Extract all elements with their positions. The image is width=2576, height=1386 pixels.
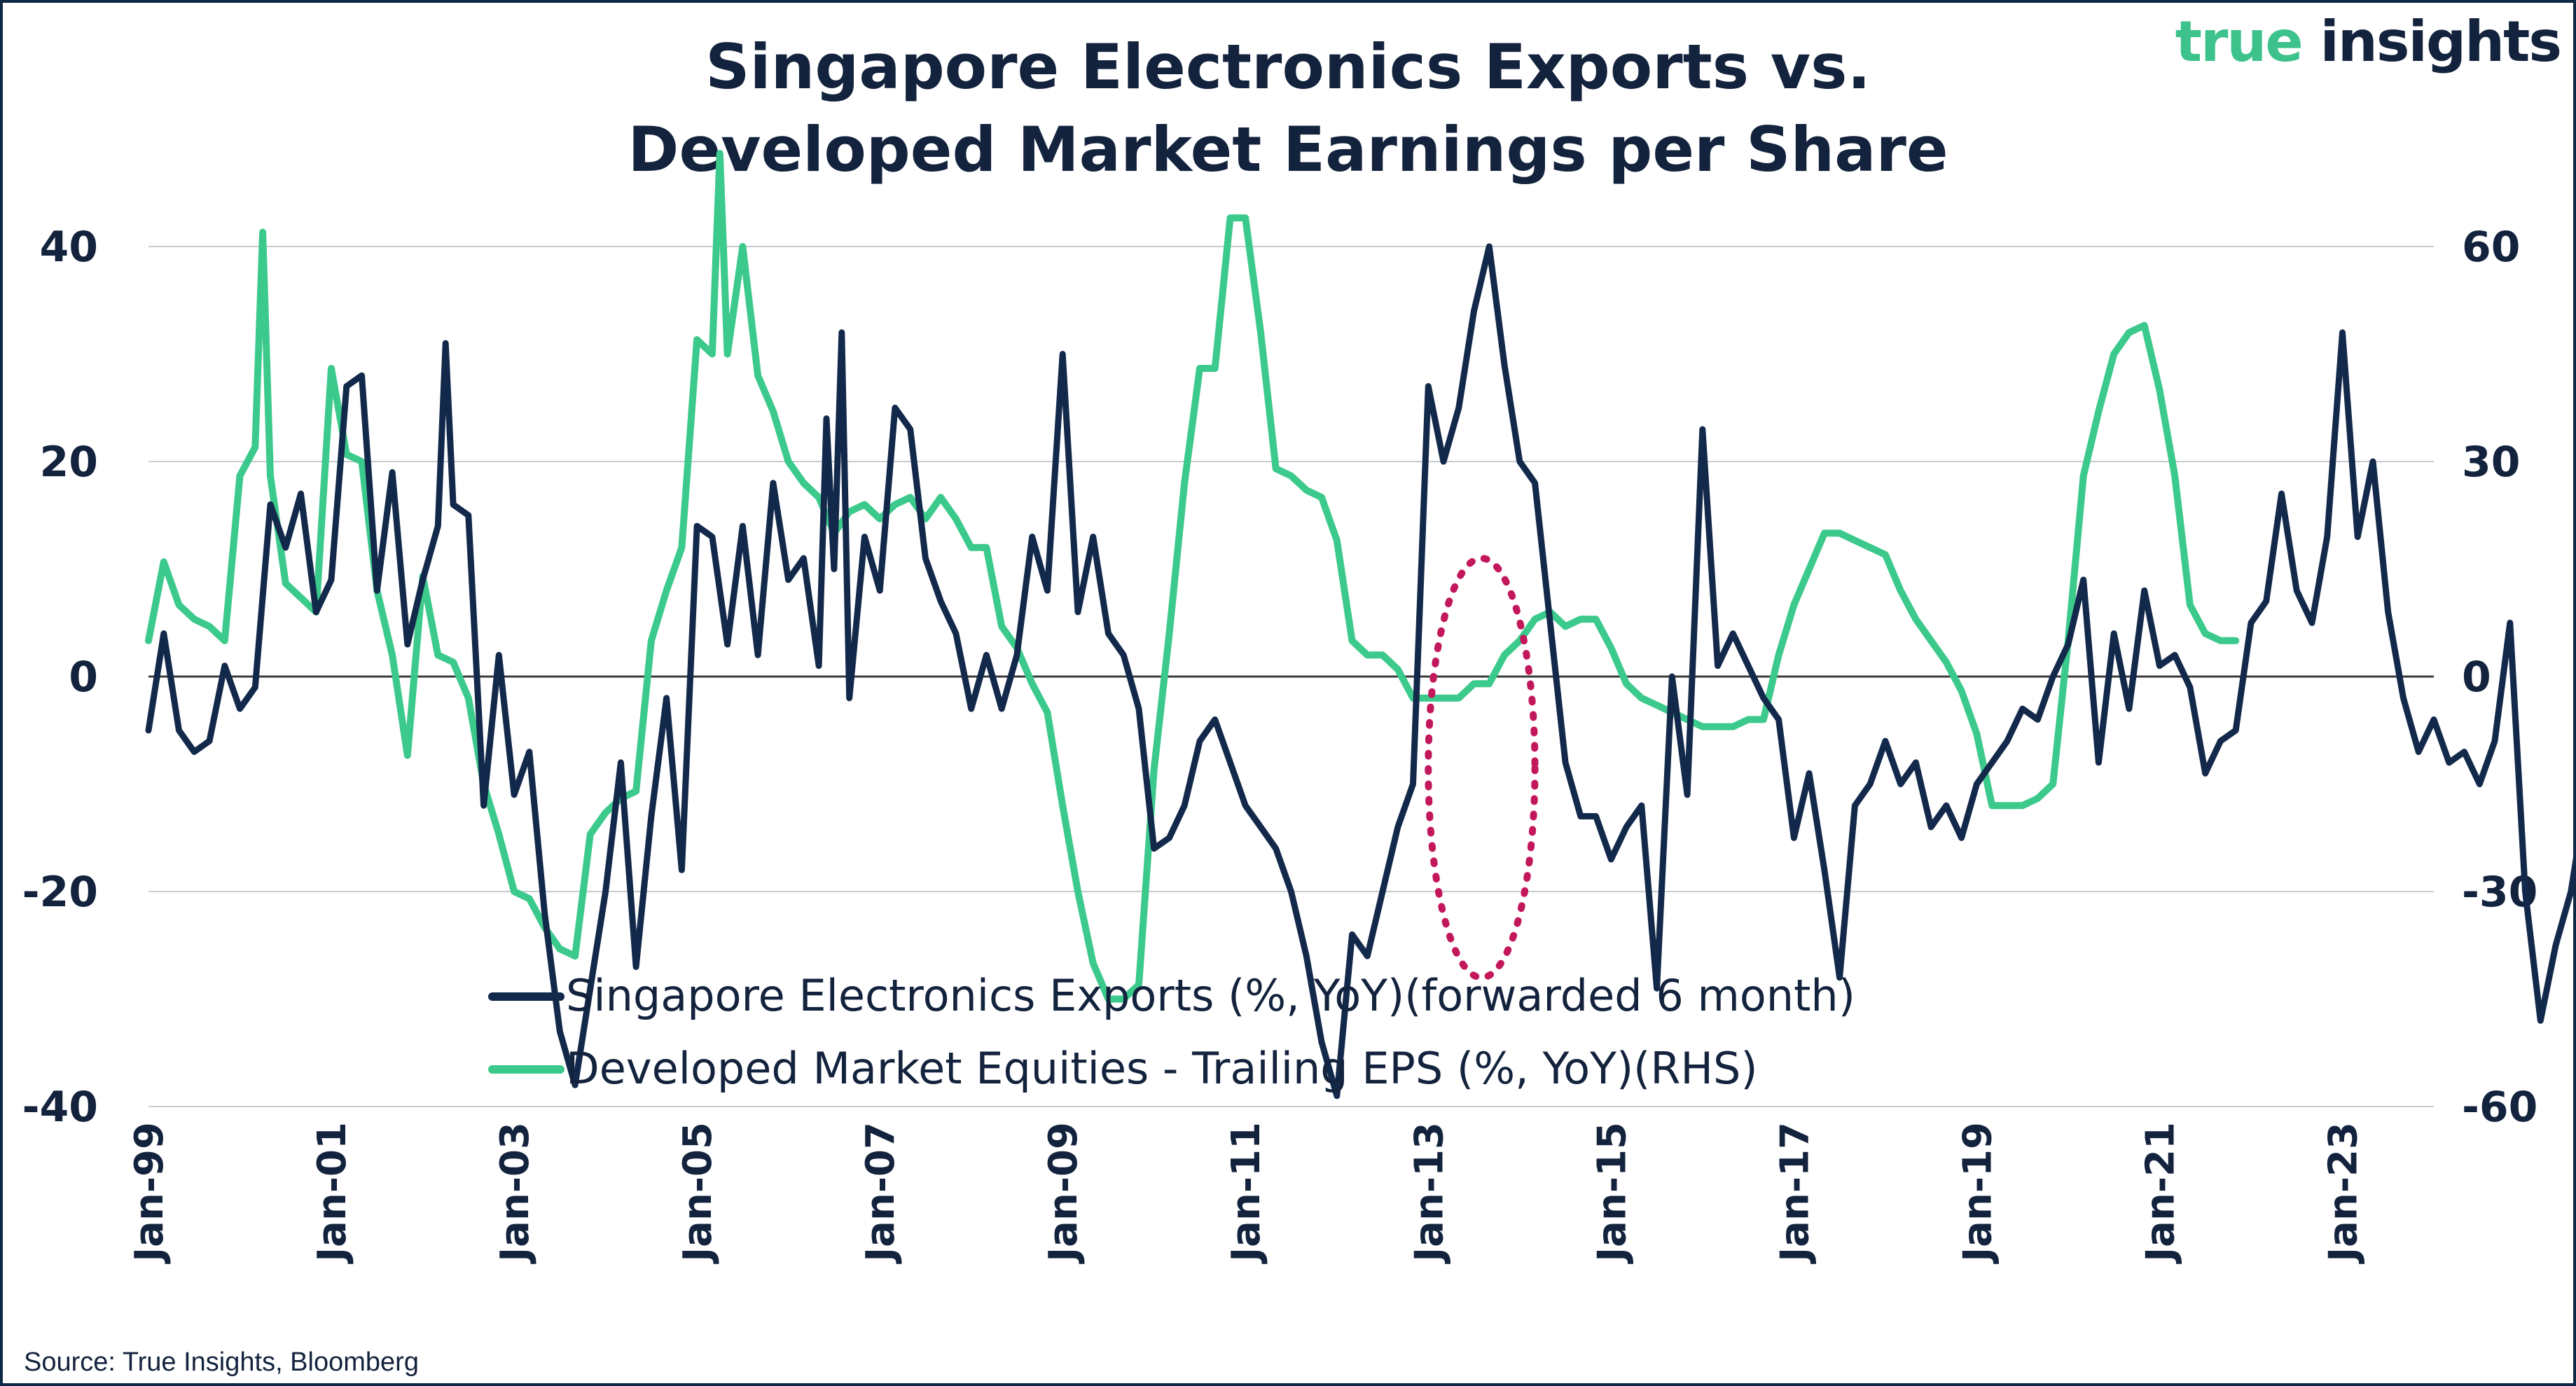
brand-logo-part2: insights: [2320, 9, 2562, 74]
y-right-tick-label: -60: [2462, 1083, 2537, 1132]
x-tick-label: Jan-21: [2138, 1122, 2183, 1265]
y-left-tick-label: -20: [22, 868, 98, 917]
x-tick-label: Jan-11: [1224, 1122, 1269, 1265]
y-right-tick-label: 60: [2462, 223, 2521, 272]
legend-label-eps: Developed Market Equities - Trailing EPS…: [566, 1043, 1758, 1094]
y-left-tick-label: 0: [69, 653, 98, 702]
highlight-ellipse: [1425, 555, 1539, 981]
x-tick-label: Jan-99: [127, 1122, 172, 1265]
chart-title-line1: Singapore Electronics Exports vs.: [705, 31, 1871, 103]
series-line-eps: [145, 150, 2240, 1003]
series-line-exports: [145, 243, 2576, 1100]
y-right-tick-label: 30: [2462, 438, 2521, 487]
x-tick-label: Jan-01: [310, 1122, 355, 1265]
x-tick-label: Jan-15: [1589, 1122, 1635, 1265]
brand-logo: true insights: [2175, 14, 2562, 70]
chart-title-line2: Developed Market Earnings per Share: [628, 113, 1948, 186]
y-left-tick-label: 40: [40, 223, 99, 272]
legend-label-exports: Singapore Electronics Exports (%, YoY)(f…: [566, 970, 1855, 1021]
x-tick-label: Jan-05: [675, 1122, 721, 1265]
y-left-tick-label: -40: [22, 1083, 98, 1132]
x-tick-label: Jan-19: [1955, 1122, 2000, 1265]
y-right-tick-label: 0: [2462, 653, 2491, 702]
x-axis: Jan-99 Jan-01 Jan-03 Jan-05 Jan-07 Jan-09 Jan-…: [127, 1122, 2366, 1265]
brand-logo-part1: true: [2175, 9, 2304, 74]
y-left-tick-label: 20: [40, 438, 99, 487]
x-tick-label: Jan-13: [1406, 1122, 1452, 1265]
x-tick-label: Jan-09: [1041, 1122, 1086, 1265]
x-tick-label: Jan-17: [1772, 1122, 1817, 1265]
left-y-axis: 40 20 0 -20 -40: [22, 223, 98, 1132]
legend: Singapore Electronics Exports (%, YoY)(f…: [488, 970, 1855, 1094]
x-tick-label: Jan-03: [492, 1122, 538, 1265]
x-tick-label: Jan-23: [2320, 1122, 2366, 1265]
x-tick-label: Jan-07: [858, 1122, 903, 1265]
source-note: Source: True Insights, Bloomberg: [24, 1347, 419, 1377]
